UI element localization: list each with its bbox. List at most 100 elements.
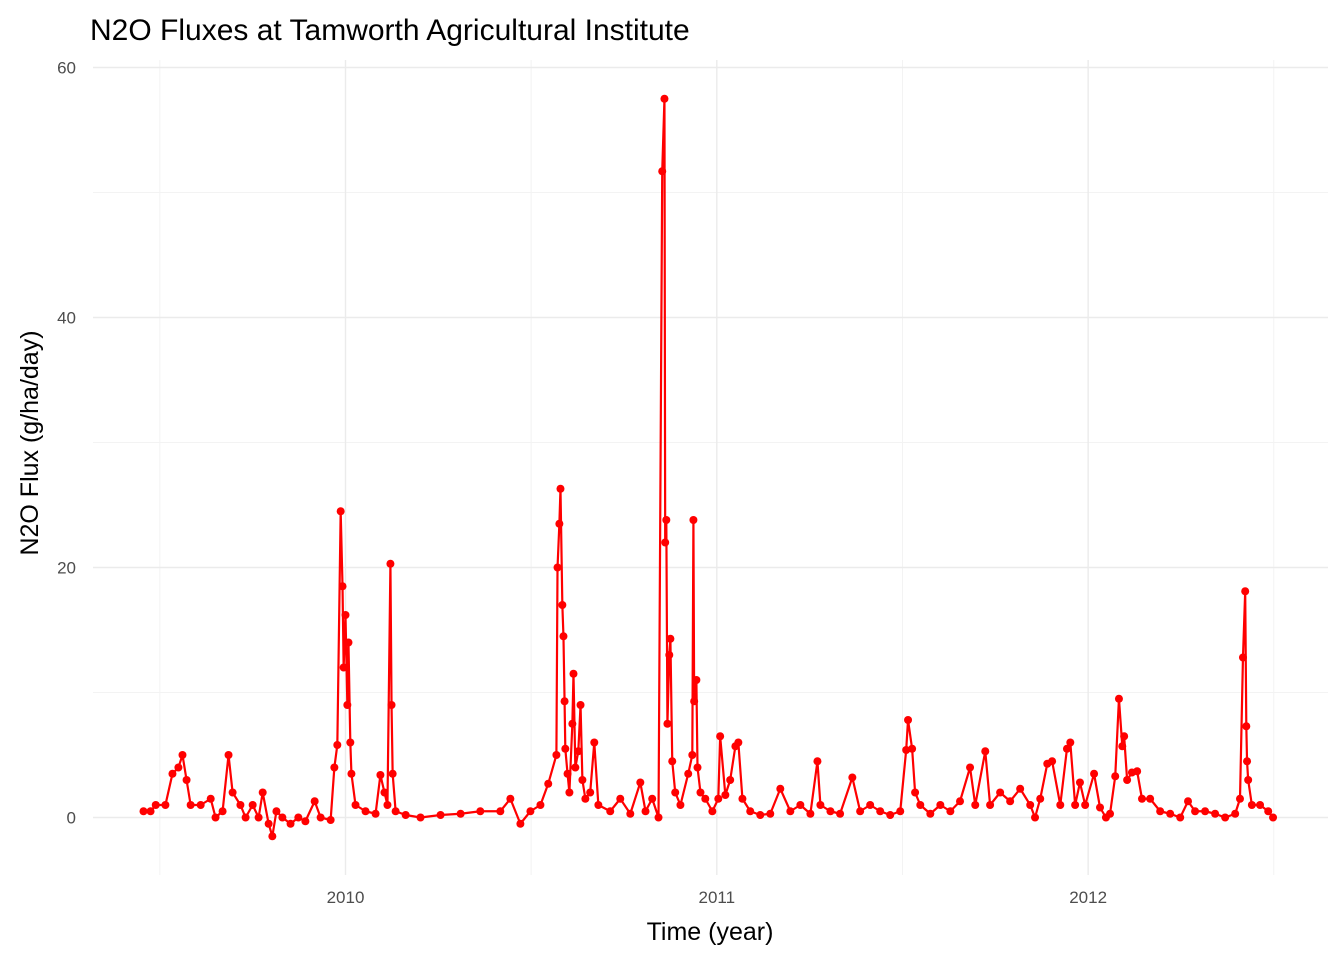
data-point	[333, 741, 342, 749]
data-point	[248, 801, 257, 809]
data-point	[555, 519, 564, 528]
data-point	[571, 763, 580, 772]
data-point	[1238, 653, 1247, 662]
data-point	[576, 701, 585, 709]
data-point	[1201, 807, 1210, 816]
data-point	[343, 701, 352, 709]
data-point	[182, 776, 191, 784]
data-point	[1056, 801, 1065, 809]
data-point	[168, 769, 177, 778]
data-point	[1106, 809, 1115, 818]
data-point	[1114, 694, 1123, 703]
data-point	[648, 794, 657, 803]
data-point	[1118, 742, 1127, 751]
data-point	[258, 788, 267, 797]
data-point	[241, 813, 250, 822]
data-point	[380, 788, 389, 797]
data-point	[813, 757, 822, 766]
data-point	[476, 807, 485, 816]
data-point	[552, 751, 561, 759]
data-point	[636, 778, 645, 787]
data-point	[574, 747, 583, 756]
data-point	[341, 611, 350, 619]
data-point	[506, 794, 515, 803]
data-point	[1166, 809, 1175, 818]
data-point	[211, 813, 220, 822]
data-point	[1120, 732, 1129, 741]
data-point	[1075, 778, 1084, 787]
data-point	[926, 809, 935, 818]
data-point	[986, 801, 995, 809]
data-point	[971, 801, 980, 809]
data-point	[347, 769, 356, 778]
data-point	[553, 563, 562, 572]
data-point	[776, 784, 785, 793]
data-point	[756, 811, 765, 819]
y-tick-label: 20	[57, 559, 76, 578]
data-point	[996, 788, 1005, 797]
data-point	[660, 94, 669, 103]
data-point	[654, 813, 663, 822]
y-tick-label: 0	[67, 809, 76, 828]
data-point	[436, 811, 445, 819]
data-point	[560, 697, 569, 706]
data-point	[1156, 807, 1165, 816]
data-point	[692, 676, 701, 684]
data-point	[816, 801, 825, 809]
data-point	[662, 516, 671, 524]
data-point	[278, 813, 287, 822]
data-point	[956, 797, 965, 806]
data-point	[361, 807, 370, 816]
data-point	[371, 809, 380, 818]
data-point	[383, 801, 392, 809]
data-point	[665, 651, 674, 659]
data-point	[186, 801, 195, 809]
data-point	[981, 747, 990, 756]
data-point	[151, 801, 160, 809]
data-point	[1231, 809, 1240, 818]
data-point	[1184, 797, 1193, 806]
data-point	[738, 794, 747, 803]
data-point	[536, 801, 545, 809]
x-axis-label: Time (year)	[647, 918, 774, 946]
data-point	[1221, 813, 1230, 822]
data-point	[641, 807, 650, 816]
data-point	[946, 807, 955, 816]
data-point	[272, 807, 281, 816]
data-point	[568, 719, 577, 728]
data-point	[526, 807, 535, 816]
data-point	[346, 738, 355, 747]
data-point	[218, 807, 227, 816]
data-point	[902, 746, 911, 754]
data-point	[714, 794, 723, 803]
data-point	[1264, 807, 1273, 816]
y-tick-label: 60	[57, 59, 76, 78]
data-point	[606, 807, 615, 816]
data-point	[561, 744, 570, 753]
data-point	[701, 794, 710, 803]
data-point	[139, 807, 148, 816]
data-point	[746, 807, 755, 816]
data-point	[848, 773, 857, 782]
data-point	[676, 801, 685, 809]
data-point	[896, 807, 905, 816]
data-point	[658, 167, 667, 176]
data-point	[1133, 767, 1142, 776]
x-tick-label: 2012	[1069, 888, 1107, 907]
data-point	[1256, 801, 1265, 809]
plot-area	[139, 94, 1278, 841]
data-point	[338, 582, 347, 591]
data-point	[326, 816, 335, 824]
data-point	[301, 817, 310, 826]
data-point	[708, 807, 717, 816]
data-point	[254, 813, 263, 822]
data-point	[1048, 757, 1057, 766]
data-point	[826, 807, 835, 816]
data-point	[966, 763, 975, 772]
data-point	[856, 807, 865, 816]
data-point	[1243, 757, 1252, 766]
data-point	[387, 701, 396, 709]
data-point	[416, 813, 425, 822]
data-point	[1062, 744, 1071, 753]
data-point	[1191, 807, 1200, 816]
